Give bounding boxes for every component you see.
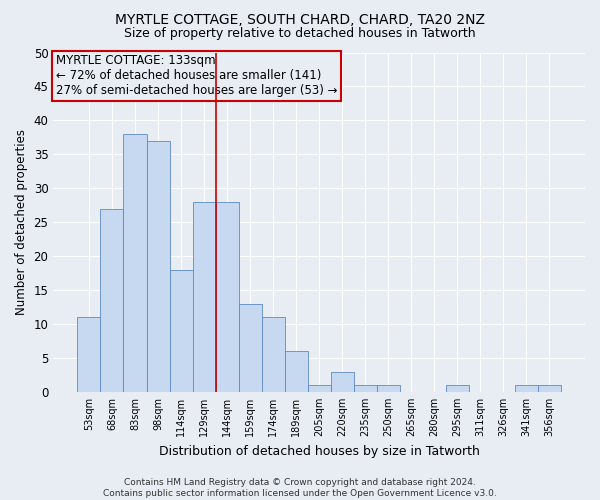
Bar (239, 304, 262, 392)
Bar (377, 385, 400, 392)
X-axis label: Distribution of detached houses by size in Tatworth: Distribution of detached houses by size … (159, 444, 479, 458)
Bar (515, 385, 538, 392)
Y-axis label: Number of detached properties: Number of detached properties (15, 129, 28, 315)
Bar (146, 141, 170, 392)
Bar (284, 351, 308, 392)
Bar (262, 318, 284, 392)
Text: MYRTLE COTTAGE, SOUTH CHARD, CHARD, TA20 2NZ: MYRTLE COTTAGE, SOUTH CHARD, CHARD, TA20… (115, 12, 485, 26)
Bar (331, 372, 353, 392)
Text: MYRTLE COTTAGE: 133sqm
← 72% of detached houses are smaller (141)
27% of semi-de: MYRTLE COTTAGE: 133sqm ← 72% of detached… (56, 54, 337, 97)
Bar (308, 385, 331, 392)
Bar (193, 202, 215, 392)
Bar (353, 385, 377, 392)
Bar (215, 202, 239, 392)
Text: Size of property relative to detached houses in Tatworth: Size of property relative to detached ho… (124, 28, 476, 40)
Bar (446, 385, 469, 392)
Bar (538, 385, 561, 392)
Bar (124, 134, 146, 392)
Text: Contains HM Land Registry data © Crown copyright and database right 2024.
Contai: Contains HM Land Registry data © Crown c… (103, 478, 497, 498)
Bar (170, 270, 193, 392)
Bar (100, 208, 124, 392)
Bar (77, 318, 100, 392)
